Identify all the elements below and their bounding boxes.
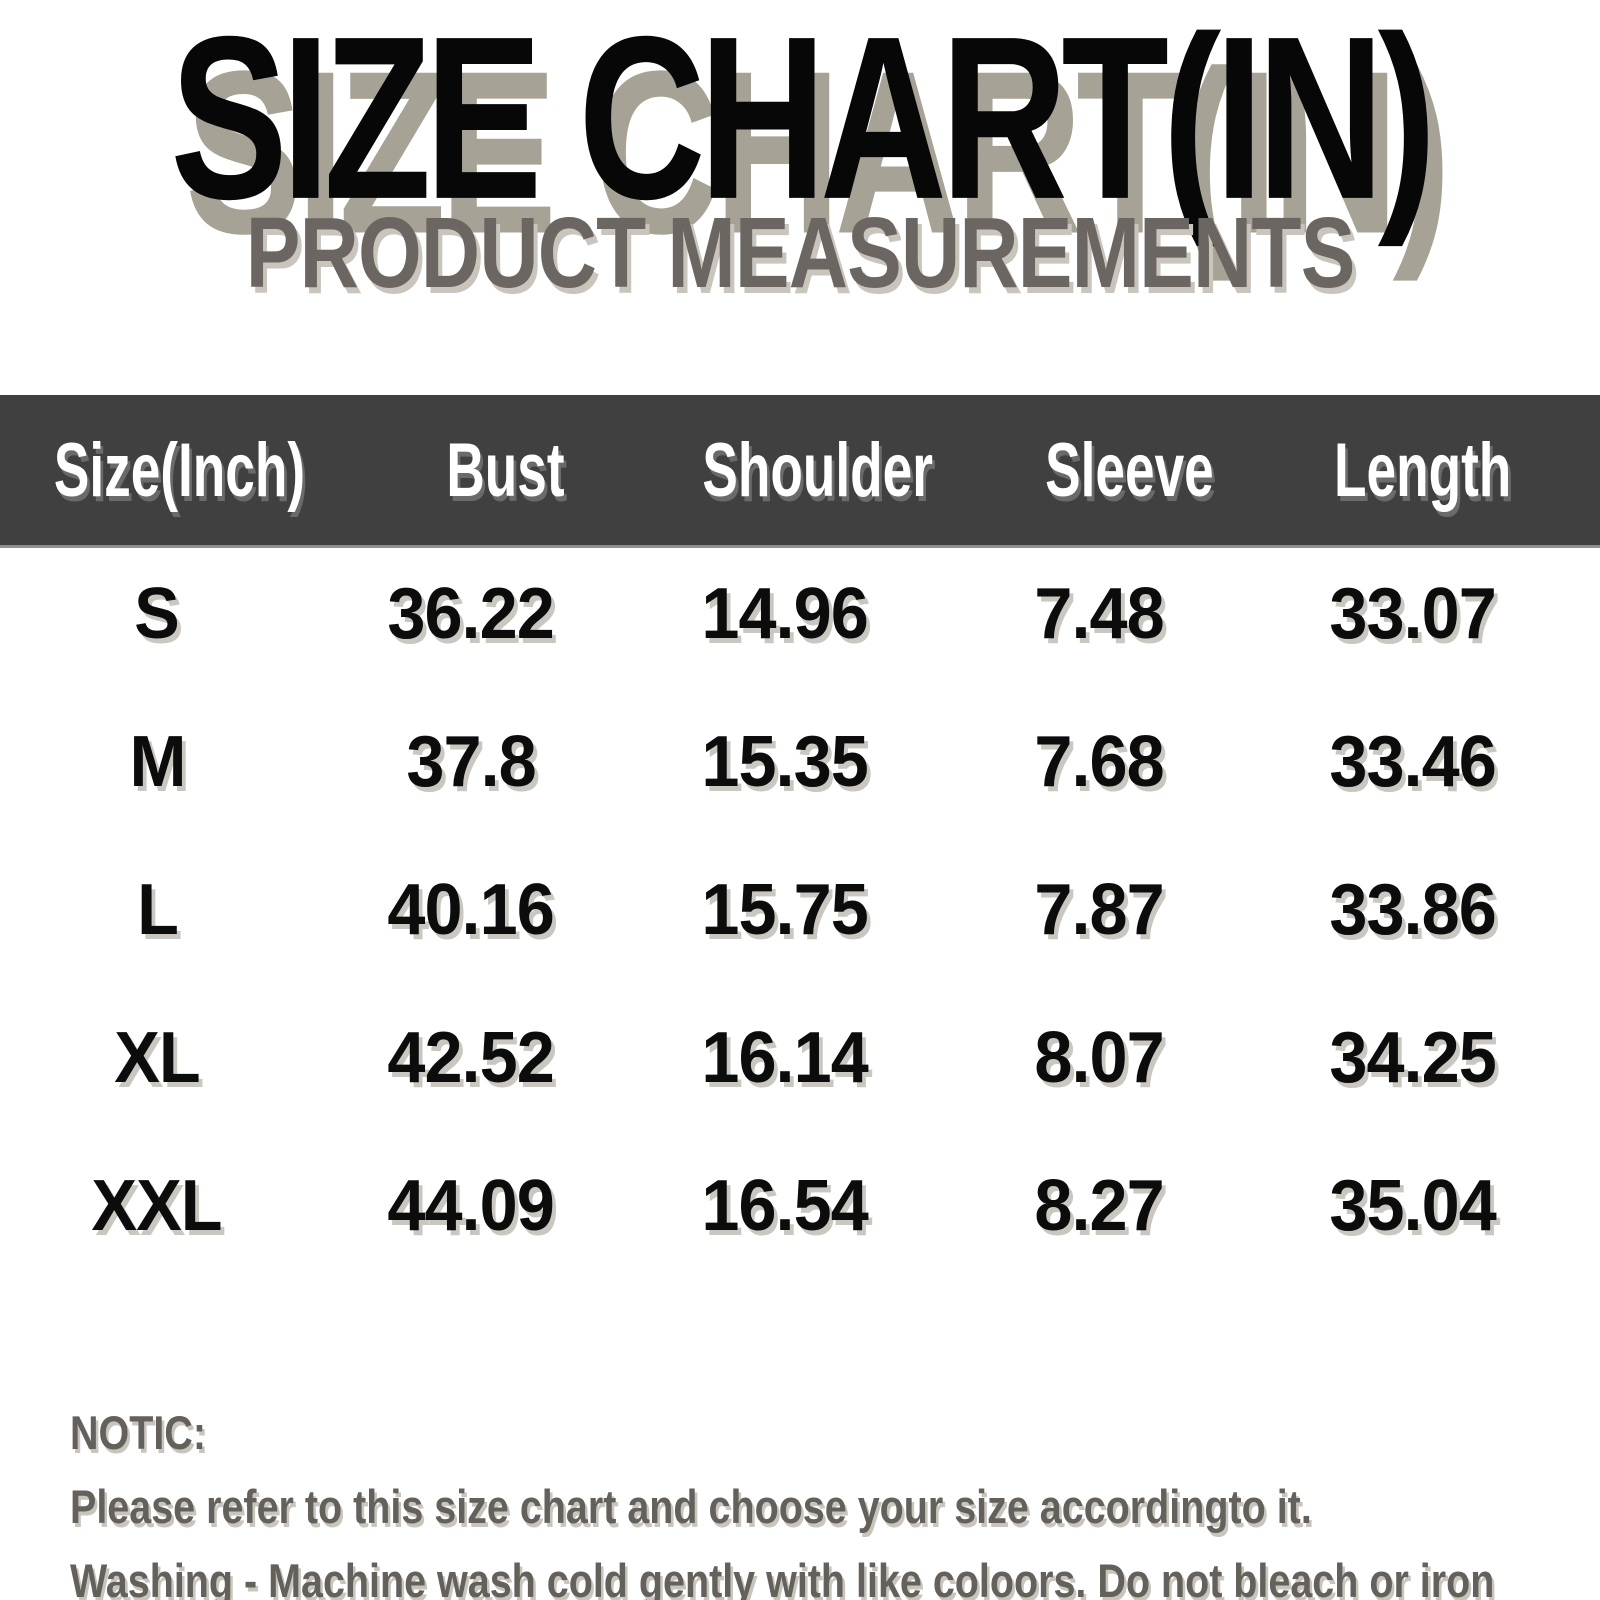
bust-cell: 42.52 bbox=[314, 1017, 628, 1099]
bust-value: 36.22 bbox=[387, 574, 555, 654]
header-cell-length: Length bbox=[1276, 427, 1570, 514]
notice-heading-line: NOTIC: bbox=[70, 1402, 1600, 1476]
shoulder-cell: 16.14 bbox=[628, 1017, 942, 1099]
bust-value: 42.52 bbox=[387, 1018, 555, 1098]
bust-value: 37.8 bbox=[406, 722, 536, 802]
notice-line-2: Washing - Machine wash cold gently with … bbox=[70, 1550, 1600, 1600]
size-label: XL bbox=[114, 1018, 200, 1098]
title-block: SIZE CHART(IN) bbox=[0, 0, 1600, 247]
table-row-s: S 36.22 14.96 7.48 33.07 bbox=[0, 540, 1600, 688]
table-row-m: M 37.8 15.35 7.68 33.46 bbox=[0, 688, 1600, 836]
shoulder-value: 15.75 bbox=[701, 870, 869, 950]
bust-cell: 36.22 bbox=[314, 573, 628, 655]
size-cell: M bbox=[0, 721, 314, 803]
bust-cell: 40.16 bbox=[314, 869, 628, 951]
size-cell: XL bbox=[0, 1017, 314, 1099]
sleeve-cell: 7.68 bbox=[942, 721, 1256, 803]
header-cell-size: Size(Inch) bbox=[0, 427, 359, 514]
notice-block: NOTIC: Please refer to this size chart a… bbox=[70, 1402, 1600, 1600]
size-label: M bbox=[128, 722, 186, 802]
table-row-xl: XL 42.52 16.14 8.07 34.25 bbox=[0, 984, 1600, 1132]
page-title: SIZE CHART(IN) bbox=[170, 0, 1436, 248]
sleeve-value: 8.27 bbox=[1034, 1166, 1164, 1246]
sleeve-value: 7.68 bbox=[1034, 722, 1164, 802]
shoulder-cell: 15.35 bbox=[628, 721, 942, 803]
size-table-body: S 36.22 14.96 7.48 33.07 M 37.8 15.35 7.… bbox=[0, 540, 1600, 1280]
header-label: Sleeve bbox=[1044, 427, 1214, 513]
notice-line-1: Please refer to this size chart and choo… bbox=[70, 1476, 1600, 1550]
size-cell: XXL bbox=[0, 1165, 314, 1247]
sleeve-cell: 7.48 bbox=[942, 573, 1256, 655]
table-header-row: Size(Inch) Bust Shoulder Sleeve Length bbox=[0, 395, 1600, 548]
length-cell: 33.46 bbox=[1256, 721, 1570, 803]
subtitle-block: PRODUCT MEASUREMENTS bbox=[0, 197, 1600, 309]
length-cell: 34.25 bbox=[1256, 1017, 1570, 1099]
header-cell-sleeve: Sleeve bbox=[982, 427, 1276, 514]
shoulder-value: 14.96 bbox=[701, 574, 869, 654]
size-cell: L bbox=[0, 869, 314, 951]
shoulder-cell: 14.96 bbox=[628, 573, 942, 655]
bust-cell: 37.8 bbox=[314, 721, 628, 803]
header-label: Length bbox=[1334, 427, 1512, 513]
length-value: 33.07 bbox=[1329, 574, 1497, 654]
bust-cell: 44.09 bbox=[314, 1165, 628, 1247]
size-label: S bbox=[134, 574, 181, 654]
length-value: 35.04 bbox=[1329, 1166, 1497, 1246]
length-cell: 33.86 bbox=[1256, 869, 1570, 951]
sleeve-value: 8.07 bbox=[1034, 1018, 1164, 1098]
bust-value: 40.16 bbox=[387, 870, 555, 950]
sleeve-value: 7.87 bbox=[1034, 870, 1164, 950]
notice-text-1: Please refer to this size chart and choo… bbox=[70, 1480, 1312, 1533]
shoulder-cell: 16.54 bbox=[628, 1165, 942, 1247]
notice-heading: NOTIC: bbox=[70, 1406, 206, 1459]
bust-value: 44.09 bbox=[387, 1166, 555, 1246]
header-cell-bust: Bust bbox=[359, 427, 653, 514]
table-row-xxl: XXL 44.09 16.54 8.27 35.04 bbox=[0, 1132, 1600, 1280]
length-value: 33.46 bbox=[1329, 722, 1497, 802]
length-value: 33.86 bbox=[1329, 870, 1497, 950]
sleeve-cell: 8.07 bbox=[942, 1017, 1256, 1099]
table-row-l: L 40.16 15.75 7.87 33.86 bbox=[0, 836, 1600, 984]
notice-text-2: Washing - Machine wash cold gently with … bbox=[70, 1554, 1495, 1600]
page-subtitle: PRODUCT MEASUREMENTS bbox=[245, 196, 1356, 309]
header-label: Shoulder bbox=[702, 427, 933, 513]
shoulder-cell: 15.75 bbox=[628, 869, 942, 951]
size-label: L bbox=[136, 870, 179, 950]
size-cell: S bbox=[0, 573, 314, 655]
sleeve-cell: 8.27 bbox=[942, 1165, 1256, 1247]
shoulder-value: 16.14 bbox=[701, 1018, 869, 1098]
shoulder-value: 16.54 bbox=[701, 1166, 869, 1246]
header-cell-shoulder: Shoulder bbox=[653, 427, 982, 514]
length-value: 34.25 bbox=[1329, 1018, 1497, 1098]
header-label: Bust bbox=[446, 427, 565, 513]
length-cell: 35.04 bbox=[1256, 1165, 1570, 1247]
shoulder-value: 15.35 bbox=[701, 722, 869, 802]
length-cell: 33.07 bbox=[1256, 573, 1570, 655]
sleeve-value: 7.48 bbox=[1034, 574, 1164, 654]
header-label: Size(Inch) bbox=[53, 427, 306, 513]
size-label: XXL bbox=[91, 1166, 223, 1246]
sleeve-cell: 7.87 bbox=[942, 869, 1256, 951]
